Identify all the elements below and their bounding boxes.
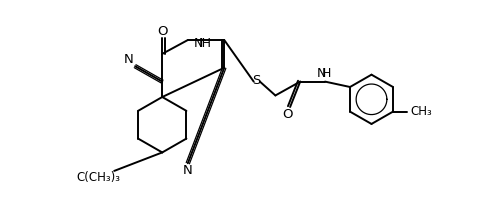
Text: S: S (252, 73, 261, 87)
Text: IH: IH (199, 37, 212, 50)
Text: O: O (282, 108, 292, 121)
Text: N: N (317, 67, 327, 80)
Text: O: O (157, 25, 167, 38)
Text: C(CH₃)₃: C(CH₃)₃ (77, 170, 121, 184)
Text: N: N (123, 53, 133, 66)
Text: CH₃: CH₃ (410, 105, 432, 118)
Text: N: N (183, 164, 193, 177)
Text: N: N (194, 37, 203, 50)
Text: H: H (322, 67, 331, 80)
